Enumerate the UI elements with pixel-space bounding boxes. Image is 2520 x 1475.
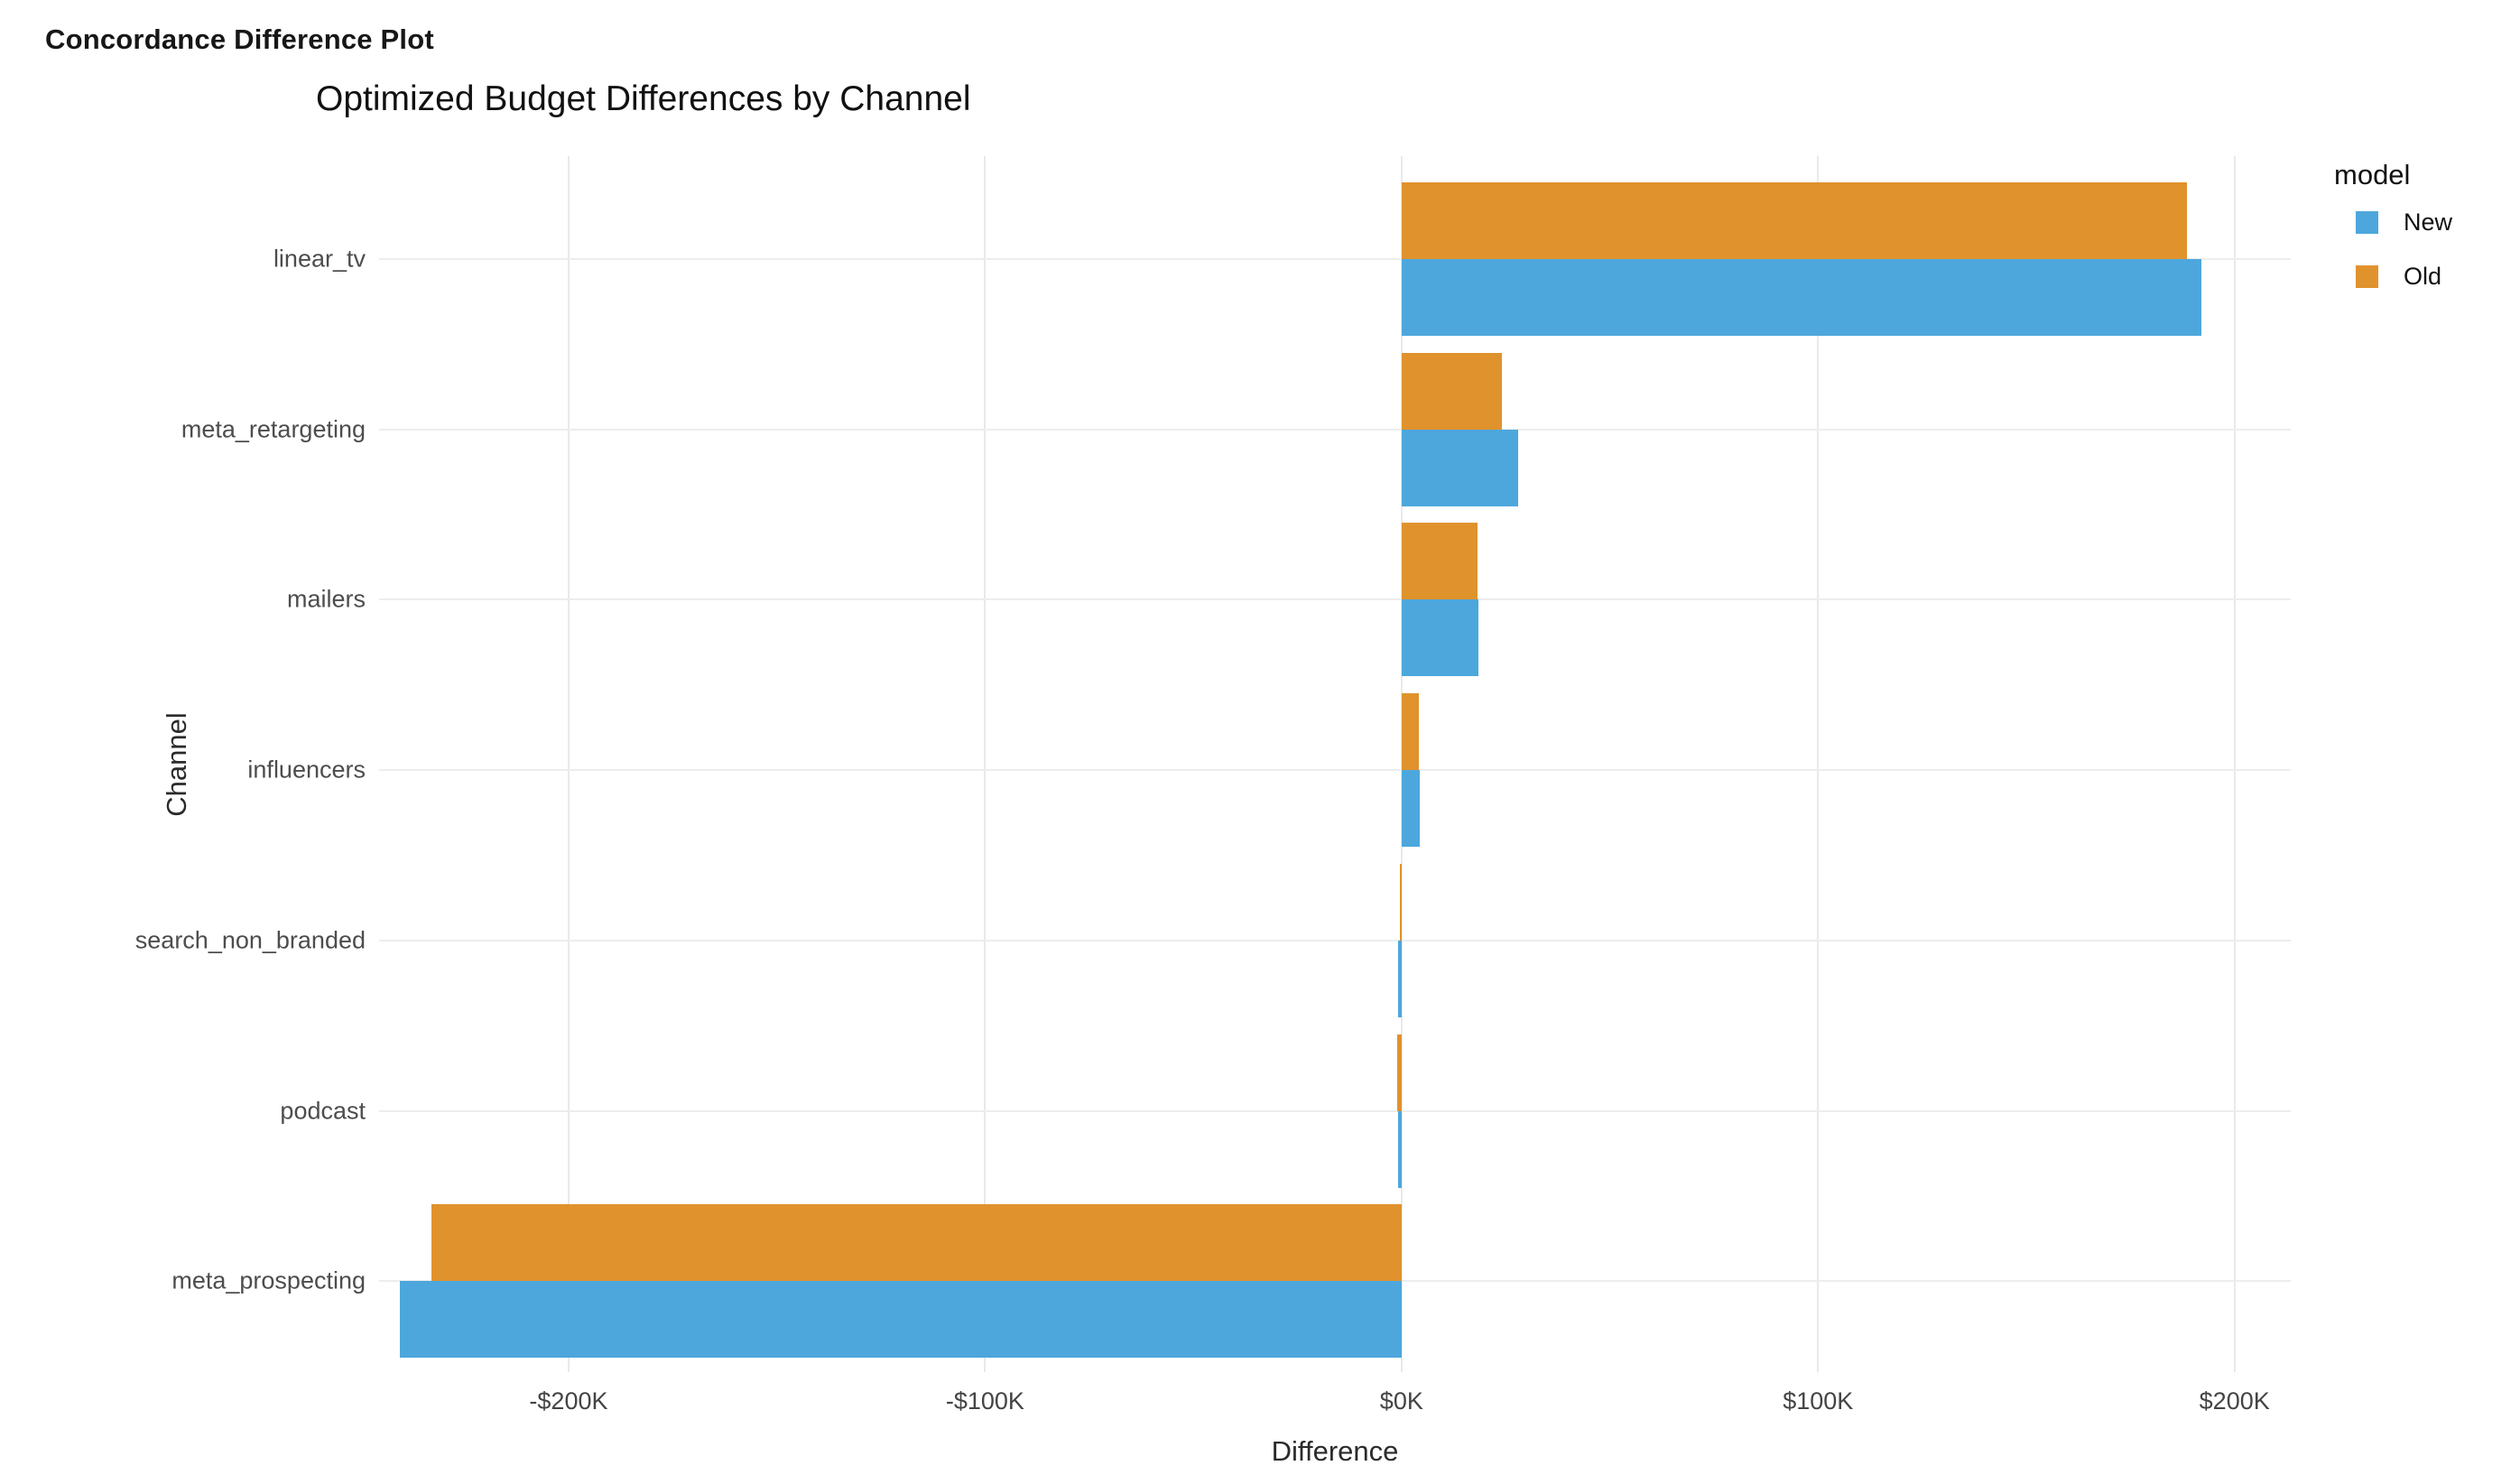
y-gridline	[379, 1109, 2291, 1112]
y-category-label: linear_tv	[273, 245, 366, 273]
x-gridline	[567, 156, 570, 1372]
page-title: Concordance Difference Plot	[45, 23, 434, 55]
bar-old-linear_tv[interactable]	[1401, 182, 2187, 259]
y-axis-title: Channel	[161, 711, 192, 817]
x-tick-label: $200K	[2199, 1387, 2270, 1415]
y-category-label: influencers	[247, 756, 366, 784]
bar-new-podcast[interactable]	[1398, 1110, 1402, 1188]
bar-old-search_non_branded[interactable]	[1400, 863, 1403, 941]
bar-old-meta_prospecting[interactable]	[431, 1204, 1402, 1282]
bar-old-mailers[interactable]	[1401, 523, 1478, 600]
x-tick-label: $0K	[1379, 1387, 1423, 1415]
bar-old-meta_retargeting[interactable]	[1401, 352, 1502, 430]
chart-title: Optimized Budget Differences by Channel	[316, 79, 971, 118]
bar-old-podcast[interactable]	[1397, 1034, 1402, 1111]
bar-new-linear_tv[interactable]	[1401, 259, 2201, 336]
bar-old-influencers[interactable]	[1401, 693, 1419, 771]
x-gridline	[984, 156, 987, 1372]
legend-item-old[interactable]: Old	[2356, 258, 2515, 294]
y-category-label: meta_retargeting	[181, 415, 366, 443]
bar-new-meta_prospecting[interactable]	[400, 1281, 1402, 1359]
legend: model New Old	[2312, 159, 2515, 312]
y-category-label: meta_prospecting	[171, 1266, 366, 1294]
legend-label: Old	[2404, 262, 2442, 290]
legend-label: New	[2404, 208, 2453, 236]
x-tick-label: -$100K	[945, 1387, 1024, 1415]
x-gridline	[1817, 156, 1820, 1372]
y-gridline	[379, 258, 2291, 260]
bar-new-search_non_branded[interactable]	[1397, 940, 1402, 1017]
x-tick-label: $100K	[1783, 1387, 1854, 1415]
legend-swatch-old	[2356, 264, 2378, 288]
legend-swatch-new	[2356, 210, 2378, 234]
y-gridline	[379, 598, 2291, 601]
bar-new-influencers[interactable]	[1401, 770, 1421, 848]
y-category-label: podcast	[280, 1097, 366, 1124]
y-category-label: search_non_branded	[134, 926, 366, 954]
y-gridline	[379, 428, 2291, 431]
x-axis-title: Difference	[1271, 1435, 1399, 1467]
y-category-label: mailers	[286, 585, 366, 613]
bar-new-meta_retargeting[interactable]	[1401, 429, 1519, 506]
legend-items: New Old	[2312, 204, 2515, 294]
x-tick-label: -$200K	[529, 1387, 608, 1415]
legend-item-new[interactable]: New	[2356, 204, 2515, 240]
bar-new-mailers[interactable]	[1401, 599, 1479, 677]
y-gridline	[379, 769, 2291, 772]
y-gridline	[379, 939, 2291, 942]
x-gridline	[2233, 156, 2236, 1372]
legend-title: model	[2334, 159, 2411, 190]
